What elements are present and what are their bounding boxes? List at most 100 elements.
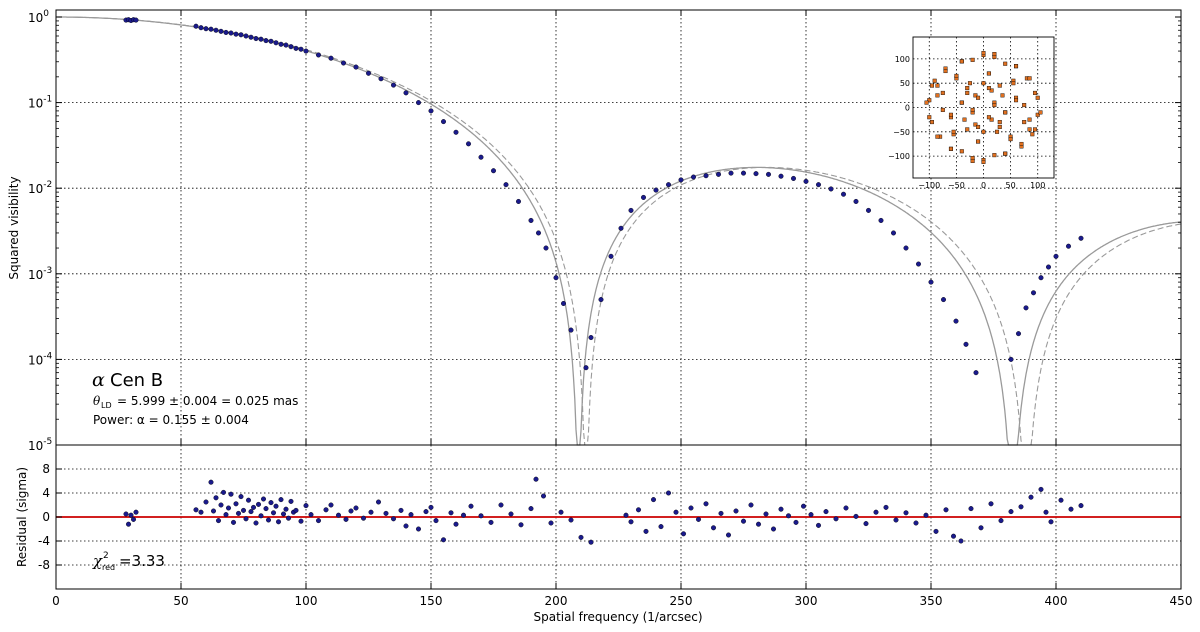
- inset-y-tick-label: −100: [888, 152, 910, 161]
- inset-uv-point: [992, 52, 997, 57]
- inset-uv-point: [1030, 132, 1035, 137]
- residual-point: [833, 516, 839, 522]
- residual-point: [235, 510, 241, 516]
- inset-x-tick-label: −50: [948, 181, 965, 190]
- visibility-point: [233, 31, 239, 37]
- residual-point: [771, 526, 777, 532]
- inset-uv-point: [973, 93, 978, 98]
- y-tick-label: 0: [42, 510, 50, 524]
- residual-point: [398, 507, 404, 513]
- residual-point: [508, 511, 514, 517]
- inset-uv-point: [959, 149, 964, 154]
- visibility-point: [403, 90, 409, 96]
- visibility-point: [528, 217, 534, 223]
- residual-point: [368, 509, 374, 515]
- residual-point: [428, 504, 434, 510]
- inset-uv-point: [970, 57, 975, 62]
- visibility-point: [568, 327, 574, 333]
- visibility-point: [641, 194, 647, 200]
- residual-point: [903, 510, 909, 516]
- residual-point: [215, 518, 221, 524]
- inset-x-tick-label: 100: [1030, 181, 1045, 190]
- visibility-point: [293, 45, 299, 51]
- inset-uv-point: [1011, 81, 1016, 86]
- residual-point: [268, 500, 274, 506]
- visibility-point: [283, 42, 289, 48]
- visibility-point: [963, 341, 969, 347]
- residual-point: [123, 511, 129, 517]
- residual-point: [933, 528, 939, 534]
- visibility-point: [536, 230, 542, 236]
- inset-uv-point: [935, 83, 940, 88]
- residual-point: [461, 512, 467, 518]
- residual-point: [130, 516, 136, 522]
- residual-point: [238, 494, 244, 500]
- residual-point: [628, 519, 634, 525]
- inset-points: [924, 51, 1043, 164]
- inset-x-tick-label: 50: [1006, 181, 1016, 190]
- visibility-point: [703, 173, 709, 179]
- residual-point: [718, 510, 724, 516]
- residual-point: [316, 518, 322, 524]
- visibility-point: [628, 207, 634, 213]
- inset-uv-point: [992, 103, 997, 108]
- inset-uv-point: [1008, 137, 1013, 142]
- chi-value: =3.33: [119, 552, 165, 570]
- inset-uv-point: [927, 115, 932, 120]
- chi-symbol: χ: [92, 552, 103, 570]
- inset-uv-point: [943, 69, 948, 74]
- residual-point: [376, 499, 382, 505]
- y-tick-exponent: -3: [43, 266, 52, 276]
- residual-point: [528, 506, 534, 512]
- residual-point: [253, 520, 259, 526]
- visibility-point: [791, 175, 797, 181]
- visibility-point: [716, 171, 722, 177]
- visibility-point: [741, 170, 747, 176]
- visibility-point: [453, 129, 459, 135]
- residual-point: [223, 512, 229, 518]
- residual-point: [225, 505, 231, 511]
- visibility-point: [666, 182, 672, 188]
- inset-x-tick-label: −100: [918, 181, 940, 190]
- visibility-point: [353, 64, 359, 70]
- residual-point: [1028, 494, 1034, 500]
- residual-point: [408, 512, 414, 518]
- visibility-point: [816, 182, 822, 188]
- inset-uv-point: [1027, 127, 1032, 132]
- residual-point: [128, 512, 134, 518]
- residual-point: [651, 497, 657, 503]
- residual-point: [978, 525, 984, 531]
- visibility-point: [653, 187, 659, 193]
- model-curve-dashed: [57, 16, 1182, 446]
- residual-point: [245, 497, 251, 503]
- residual-point: [336, 512, 342, 518]
- x-axis-ticks: 0 50 100 150 200 250 300 350 400 450: [52, 10, 1192, 608]
- residual-point: [243, 516, 249, 522]
- visibility-point: [391, 82, 397, 88]
- visibility-point: [253, 36, 259, 42]
- residual-point: [623, 512, 629, 518]
- residual-point: [133, 509, 139, 515]
- residual-points: [123, 476, 1084, 545]
- residual-point: [240, 507, 246, 513]
- chi-superscript: 2: [103, 551, 109, 561]
- visibility-point: [903, 245, 909, 251]
- residual-point: [998, 518, 1004, 524]
- residual-point: [478, 513, 484, 519]
- visibility-point: [543, 245, 549, 251]
- theta-symbol: θ: [93, 394, 101, 408]
- inset-uv-point: [1003, 151, 1008, 156]
- inset-uv-point: [929, 83, 934, 88]
- residual-point: [778, 506, 784, 512]
- visibility-point: [416, 100, 422, 106]
- residual-point: [923, 512, 929, 518]
- x-tick-label: 150: [420, 594, 443, 608]
- residual-point: [756, 521, 762, 527]
- x-tick-label: 450: [1170, 594, 1193, 608]
- inset-uv-point: [940, 107, 945, 112]
- residual-point: [276, 519, 282, 525]
- visibility-point: [928, 279, 934, 285]
- visibility-points: [123, 17, 1084, 376]
- residual-point: [498, 502, 504, 508]
